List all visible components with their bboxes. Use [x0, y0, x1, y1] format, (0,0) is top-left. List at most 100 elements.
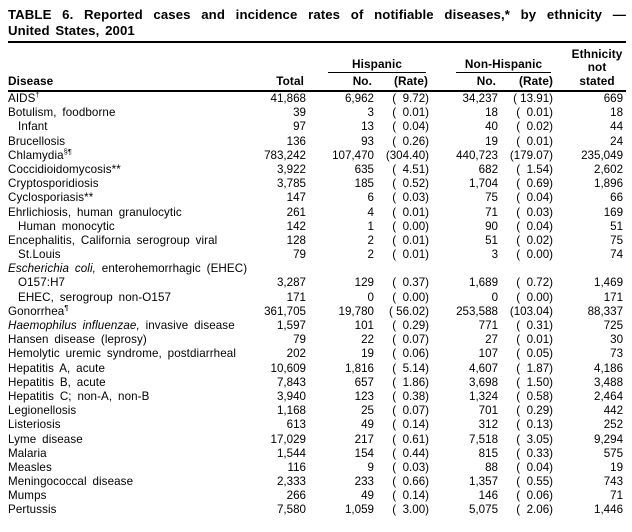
hispanic-rate — [376, 262, 432, 276]
total-value: 10,609 — [270, 361, 306, 375]
hispanic-count: 101 — [354, 319, 374, 332]
ethnicity-not-stated-value: 3,488 — [594, 375, 624, 389]
ethnicity-not-stated-value: 9,294 — [594, 432, 624, 446]
hispanic-rate: ( 0.26) — [392, 134, 430, 148]
table-row: EHEC, serogroup non-O157 171 0 ( 0.00) 0… — [8, 291, 626, 305]
disease-cell: Lyme disease — [8, 433, 252, 447]
disease-name: Measles — [8, 460, 52, 474]
total-value: 79 — [293, 333, 306, 347]
disease-name: EHEC, serogroup non-O157 — [18, 290, 172, 304]
col-header-disease: Disease — [8, 73, 252, 92]
ethnicity-header-line2: not — [587, 59, 607, 74]
hispanic-rate: ( 0.00) — [392, 219, 430, 233]
disease-cell: Ehrlichiosis, human granulocytic — [8, 206, 252, 220]
disease-cell: Mumps — [8, 489, 252, 503]
nonhispanic-count — [432, 262, 500, 276]
disease-cell: Botulism, foodborne — [8, 106, 252, 120]
nonhispanic-count: 75 — [485, 191, 499, 205]
hispanic-count: 2 — [367, 248, 374, 262]
disease-cell: Measles — [8, 461, 252, 475]
nonhispanic-count: 5,075 — [469, 503, 499, 517]
hispanic-count: 49 — [361, 418, 374, 432]
nonhispanic-count: 1,324 — [469, 389, 499, 403]
table-row: Malaria 1,544 154 ( 0.44) 815 ( 0.33) 57… — [8, 447, 626, 461]
hispanic-rate: ( 0.37) — [392, 276, 430, 290]
nonhispanic-count: 253,588 — [456, 304, 499, 318]
ethnicity-not-stated-value: 725 — [603, 319, 624, 332]
ethnicity-not-stated-value: 1,896 — [594, 177, 624, 191]
ethnicity-not-stated-value: 575 — [603, 446, 624, 460]
hispanic-count: 2 — [367, 233, 374, 247]
hispanic-rate: ( 0.61) — [392, 432, 430, 446]
ethnicity-not-stated-value: 2,602 — [594, 162, 624, 176]
nonhispanic-rate: ( 0.00) — [516, 248, 554, 262]
col-group-nonhispanic: Non-Hispanic — [432, 45, 556, 73]
disease-cell: Infant — [8, 120, 252, 134]
document-page: TABLE 6. Reported cases and incidence ra… — [8, 7, 627, 517]
hispanic-rate: ( 0.29) — [392, 319, 430, 332]
ethnicity-not-stated-value: 73 — [610, 347, 624, 361]
disease-name: Ehrlichiosis, human granulocytic — [8, 205, 182, 219]
disease-cell: AIDS† — [8, 91, 252, 106]
nonhispanic-count: 146 — [478, 489, 499, 503]
ethnicity-not-stated-value: 2,464 — [594, 389, 624, 403]
table-row: Coccidioidomycosis** 3,922 635 ( 4.51) 6… — [8, 163, 626, 177]
disease-name: Human monocytic — [18, 219, 115, 233]
disease-cell: Human monocytic — [8, 220, 252, 234]
nonhispanic-rate: (103.04) — [509, 304, 554, 318]
disease-cell: Malaria — [8, 447, 252, 461]
total-value: 147 — [286, 191, 306, 205]
hispanic-count: 123 — [354, 389, 374, 403]
table-row: Human monocytic 142 1 ( 0.00) 90 ( 0.04)… — [8, 220, 626, 234]
col-group-hispanic: Hispanic — [308, 45, 432, 73]
header-group-row: Hispanic Non-Hispanic Ethnicity not — [8, 45, 626, 73]
nonhispanic-rate: ( 0.01) — [516, 333, 554, 347]
table-row: Hepatitis B, acute 7,843 657 ( 1.86) 3,6… — [8, 376, 626, 390]
nonhispanic-rate: ( 0.33) — [516, 446, 554, 460]
ethnicity-not-stated-value: 252 — [603, 418, 624, 432]
disease-cell: Haemophilus influenzae, invasive disease — [8, 319, 252, 333]
hispanic-count: 1 — [367, 219, 374, 233]
nonhispanic-count: 51 — [485, 233, 499, 247]
nonhispanic-count: 7,518 — [469, 432, 499, 446]
disease-name: Cryptosporidiosis — [8, 177, 99, 191]
disease-cell: Cyclosporiasis** — [8, 191, 252, 205]
hispanic-rate: ( 0.14) — [392, 418, 430, 432]
nonhispanic-rate: ( 0.72) — [516, 276, 554, 290]
nonhispanic-rate: ( 0.02) — [516, 233, 554, 247]
disease-name: Mumps — [8, 489, 47, 503]
disease-name: Legionellosis — [8, 404, 77, 418]
hispanic-rate: ( 3.00) — [392, 503, 430, 517]
hispanic-count: 6 — [367, 191, 374, 205]
hispanic-rate: ( 56.02) — [389, 304, 430, 318]
ethnicity-not-stated-value: 669 — [603, 92, 624, 105]
ethnicity-header-line1: Ethnicity — [571, 47, 623, 61]
disease-cell: Escherichia coli, enterohemorrhagic (EHE… — [8, 262, 252, 276]
col-group-hispanic-label: Hispanic — [328, 57, 427, 73]
table-row: Ehrlichiosis, human granulocytic 261 4 (… — [8, 206, 626, 220]
hispanic-count: 0 — [367, 290, 374, 304]
total-value: 128 — [286, 233, 306, 247]
nonhispanic-rate: ( 2.06) — [516, 503, 554, 517]
disease-name: Cyclosporiasis** — [8, 191, 94, 205]
nonhispanic-rate: ( 1.87) — [516, 361, 554, 375]
hispanic-count: 185 — [354, 177, 374, 191]
total-value: 79 — [293, 248, 306, 262]
total-value: 136 — [286, 134, 306, 148]
disease-name: Meningococcal disease — [8, 475, 134, 489]
total-value: 7,843 — [276, 375, 306, 389]
table-row: Hansen disease (leprosy) 79 22 ( 0.07) 2… — [8, 333, 626, 347]
ethnicity-not-stated-value: 171 — [603, 290, 624, 304]
nonhispanic-rate: ( 0.69) — [516, 177, 554, 191]
nonhispanic-rate: ( 0.05) — [516, 347, 554, 361]
total-value: 142 — [286, 219, 306, 233]
disease-name: Listeriosis — [8, 418, 61, 432]
hispanic-rate: ( 0.00) — [392, 290, 430, 304]
table-row: Hepatitis C; non-A, non-B 3,940 123 ( 0.… — [8, 390, 626, 404]
hispanic-rate: ( 0.06) — [392, 347, 430, 361]
disease-name: Coccidioidomycosis** — [8, 162, 121, 176]
ethnicity-not-stated-value: 74 — [610, 248, 624, 262]
hispanic-rate: ( 4.51) — [392, 162, 430, 176]
nonhispanic-count: 1,704 — [469, 177, 499, 191]
nonhispanic-rate: ( 0.58) — [516, 389, 554, 403]
